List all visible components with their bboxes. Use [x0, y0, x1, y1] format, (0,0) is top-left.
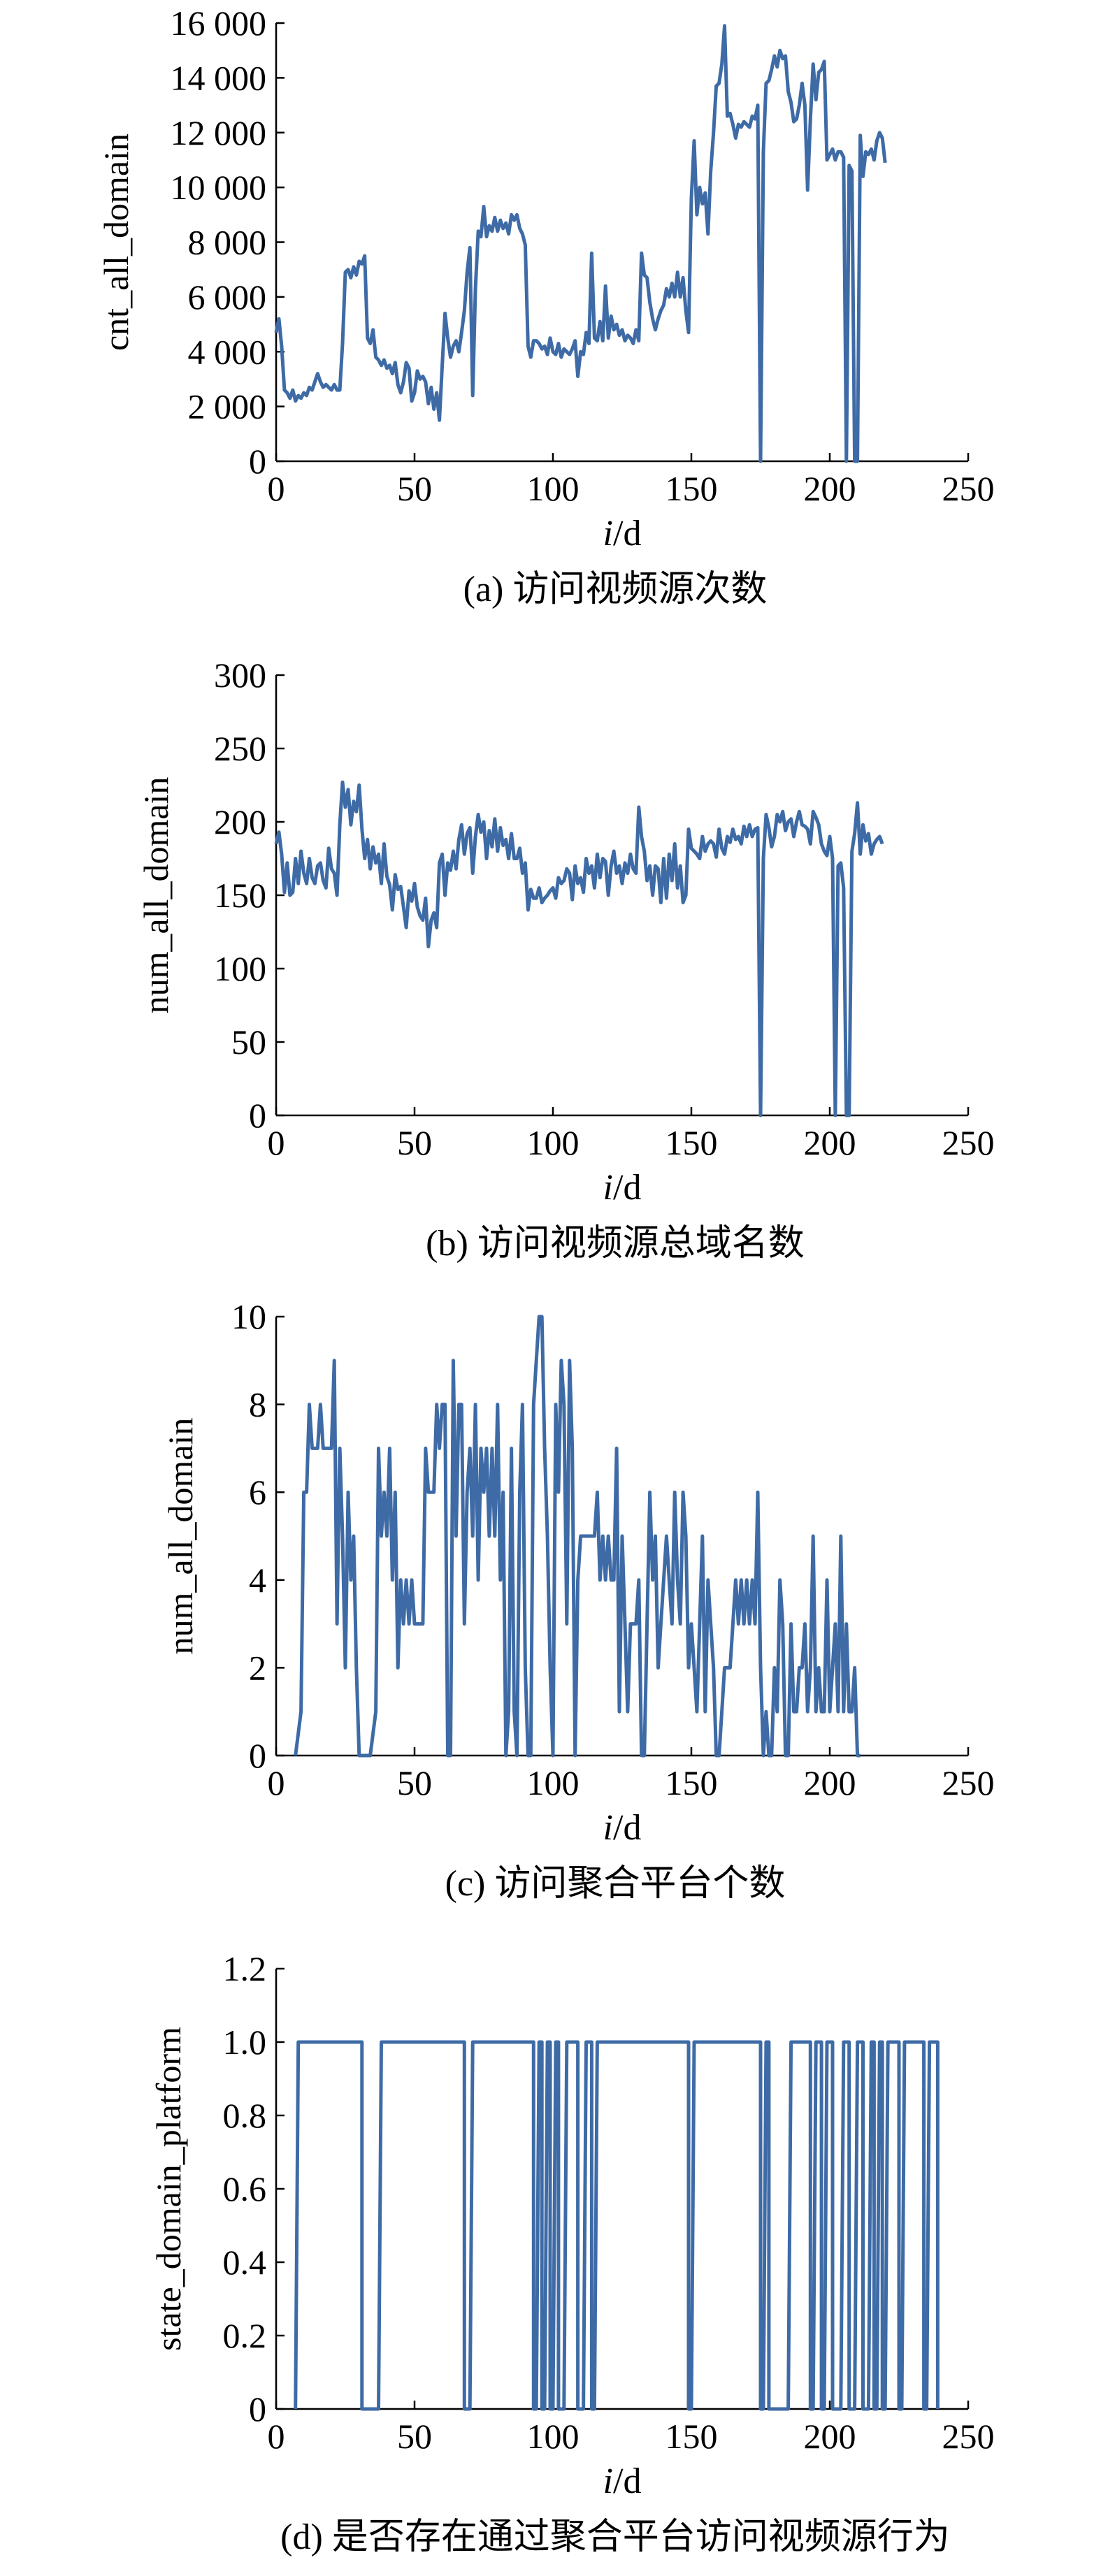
- y-tick-label: 0: [249, 2389, 266, 2429]
- chart-d: 0 0.2 0.4 0.6 0.8 1.0 1.2 0 50 100 150 200 250 state_…: [149, 1949, 995, 2557]
- y-tick-label: 14 000: [171, 58, 267, 97]
- y-tick-label: 8: [249, 1385, 266, 1424]
- y-tick-label: 200: [214, 802, 266, 841]
- y-tick-label: 2 000: [188, 387, 267, 426]
- x-axis-label-italic: i: [603, 1168, 613, 1208]
- y-tick-label: 6: [249, 1472, 266, 1512]
- x-tick-label: 200: [804, 2417, 856, 2456]
- x-axis-label-italic: i: [603, 2461, 613, 2501]
- x-axis-label: i/d: [603, 1168, 642, 1208]
- y-tick-label: 1.2: [223, 1949, 267, 1988]
- chart-b: 0 50 100 150 200 250 300 0 50 100 150 200 250 num_all…: [136, 656, 995, 1264]
- y-axis-label: state_domain_platform: [149, 2027, 188, 2351]
- y-tick-label: 4: [249, 1561, 266, 1600]
- x-tick-label: 0: [268, 1763, 285, 1802]
- y-tick-label: 0.2: [223, 2316, 267, 2355]
- panel-d: 0 0.2 0.4 0.6 0.8 1.0 1.2 0 50 100 150 200 250 state_…: [0, 1930, 1101, 2573]
- series-line: [274, 780, 884, 1117]
- x-tick-label: 50: [397, 469, 432, 508]
- x-axis-label-italic: i: [603, 514, 613, 553]
- y-tick-label: 0: [249, 1096, 266, 1135]
- x-tick-label: 100: [527, 1123, 580, 1162]
- panel-a: 0 2 000 4 000 6 000 8 000 10 000 12 000 14 000 1…: [0, 0, 1101, 644]
- x-tick-label: 150: [665, 2417, 718, 2456]
- y-tick-label: 10 000: [171, 168, 267, 207]
- y-tick-label: 0.8: [223, 2096, 267, 2135]
- x-axis-label: i/d: [603, 1808, 642, 1848]
- y-tick-label: 100: [214, 949, 266, 988]
- x-tick-label: 200: [804, 1763, 856, 1802]
- series-line: [294, 1315, 861, 1758]
- y-tick-label: 10: [231, 1297, 266, 1336]
- y-tick-label: 50: [231, 1022, 266, 1062]
- y-tick-label: 4 000: [188, 332, 267, 371]
- x-tick-label: 0: [268, 1123, 285, 1162]
- series-line: [294, 2040, 940, 2411]
- x-axis-label-rest: /d: [613, 1808, 641, 1848]
- y-tick-label: 2: [249, 1648, 266, 1687]
- x-tick-label: 250: [942, 2417, 995, 2456]
- x-tick-label: 250: [942, 1763, 995, 1802]
- y-tick-label: 0.6: [223, 2169, 267, 2208]
- y-tick-label: 150: [214, 876, 266, 915]
- x-tick-label: 150: [665, 1123, 718, 1162]
- x-axis-label-italic: i: [603, 1808, 613, 1848]
- y-tick-label: 250: [214, 729, 266, 768]
- y-tick-label: 300: [214, 656, 266, 695]
- x-tick-label: 0: [268, 2417, 285, 2456]
- y-tick-label: 0: [249, 1736, 266, 1775]
- y-tick-label: 8 000: [188, 223, 267, 262]
- x-tick-label: 150: [665, 469, 718, 508]
- x-axis-label-rest: /d: [613, 514, 641, 553]
- y-axis-label: cnt_all_domain: [96, 133, 136, 351]
- chart-a: 0 2 000 4 000 6 000 8 000 10 000 12 000 14 000 1…: [96, 3, 995, 609]
- y-tick-label: 0: [249, 442, 266, 481]
- figure-caption: (c) 访问聚合平台个数: [445, 1864, 786, 1904]
- y-tick-label: 1.0: [223, 2023, 267, 2062]
- y-axis-label: num_all_domain: [136, 777, 175, 1014]
- figure-caption: (d) 是否存在通过聚合平台访问视频源行为: [280, 2517, 950, 2557]
- figure-caption: (b) 访问视频源总域名数: [426, 1224, 805, 1264]
- x-tick-label: 150: [665, 1763, 718, 1802]
- x-tick-label: 100: [527, 469, 580, 508]
- x-tick-label: 50: [397, 2417, 432, 2456]
- x-tick-label: 50: [397, 1123, 432, 1162]
- x-axis-label-rest: /d: [613, 2461, 641, 2501]
- y-tick-label: 0.4: [223, 2243, 267, 2282]
- x-axis-label: i/d: [603, 2461, 642, 2501]
- x-tick-label: 200: [804, 1123, 856, 1162]
- x-tick-label: 50: [397, 1763, 432, 1802]
- panel-b: 0 50 100 150 200 250 300 0 50 100 150 200 250 num_all…: [0, 644, 1101, 1287]
- x-tick-label: 0: [268, 469, 285, 508]
- y-tick-label: 16 000: [171, 3, 267, 43]
- x-axis-label-rest: /d: [613, 1168, 641, 1208]
- x-tick-label: 250: [942, 1123, 995, 1162]
- series-line: [274, 24, 887, 463]
- x-tick-label: 100: [527, 2417, 580, 2456]
- x-tick-label: 250: [942, 469, 995, 508]
- y-tick-label: 12 000: [171, 113, 267, 152]
- y-axis-label: num_all_domain: [161, 1418, 200, 1655]
- figure-caption: (a) 访问视频源次数: [463, 570, 768, 609]
- x-axis-label: i/d: [603, 514, 642, 553]
- panel-c: 0 2 4 6 8 10 0 50 100 150 200 250 num_all_domain i/d(…: [0, 1287, 1101, 1930]
- y-tick-label: 6 000: [188, 277, 267, 317]
- x-tick-label: 100: [527, 1763, 580, 1802]
- x-tick-label: 200: [804, 469, 856, 508]
